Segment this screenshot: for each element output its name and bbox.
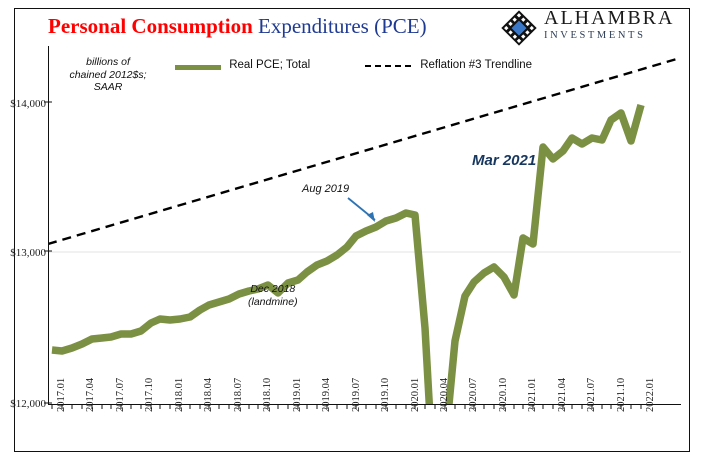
x-tick-label-2020-04: 2020.04 bbox=[438, 377, 450, 412]
legend-label-real-pce: Real PCE; Total bbox=[229, 59, 311, 71]
x-tick-label-2018-07: 2018.07 bbox=[232, 377, 244, 412]
units-note-line1: billions of bbox=[86, 56, 130, 68]
x-tick-label-2018-01: 2018.01 bbox=[173, 377, 185, 412]
reflation-trendline bbox=[48, 56, 681, 246]
x-tick-label-2019-10: 2019.10 bbox=[380, 377, 392, 412]
x-tick-label-2021-10: 2021.10 bbox=[615, 377, 627, 412]
legend-item-trendline: Reflation #3 Trendline bbox=[365, 59, 533, 78]
annotation-dec-2018-line1: Dec 2018 bbox=[250, 283, 296, 295]
x-tick-label-2021-04: 2021.04 bbox=[556, 377, 568, 412]
units-note-line3: SAAR bbox=[93, 81, 123, 93]
page-title: Personal Consumption Expenditures (PCE) bbox=[48, 14, 427, 39]
y-tick-label-13000: $13,000 bbox=[10, 247, 46, 259]
x-tick-label-2020-01: 2020.01 bbox=[409, 377, 421, 412]
legend-swatch-solid bbox=[175, 65, 221, 71]
annotation-arrow-layer bbox=[347, 197, 376, 222]
annotation-aug-2019: Aug 2019 bbox=[302, 183, 350, 195]
x-tick-label-2021-01: 2021.01 bbox=[527, 377, 539, 412]
page-title-part1: Personal Consumption bbox=[48, 14, 253, 38]
x-tick-label-2017-07: 2017.07 bbox=[114, 377, 126, 412]
aug-2019-arrow-head bbox=[367, 212, 375, 222]
annotation-dec-2018: Dec 2018 (landmine) bbox=[248, 283, 298, 308]
legend-swatch-dashed bbox=[365, 64, 411, 67]
y-axis-line bbox=[48, 46, 49, 404]
brand-name: ALHAMBRA bbox=[544, 7, 675, 29]
page-title-part2: Expenditures (PCE) bbox=[258, 14, 427, 38]
brand-tagline: INVESTMENTS bbox=[544, 30, 646, 41]
x-tick-label-2017-01: 2017.01 bbox=[56, 377, 67, 412]
x-tick-label-2018-04: 2018.04 bbox=[203, 377, 215, 412]
chart-outer-border bbox=[14, 8, 690, 452]
real-pce-series bbox=[51, 103, 645, 404]
x-tick-label-2020-07: 2020.07 bbox=[468, 377, 480, 412]
x-tick-label-2019-04: 2019.04 bbox=[321, 377, 333, 412]
x-tick-label-2020-10: 2020.10 bbox=[497, 377, 509, 412]
legend-label-trendline: Reflation #3 Trendline bbox=[420, 59, 533, 71]
x-tick-label-2022-01: 2022.01 bbox=[645, 377, 657, 412]
x-tick-label-2018-10: 2018.10 bbox=[262, 377, 274, 412]
x-tick-label-2017-04: 2017.04 bbox=[85, 377, 97, 412]
x-tick-label-2019-07: 2019.07 bbox=[350, 377, 362, 412]
plot-canvas bbox=[48, 56, 681, 404]
y-tick-label-12000: $12,000 bbox=[10, 398, 46, 410]
x-axis-ticks bbox=[51, 404, 642, 409]
units-note: billions of chained 2012$s; SAAR bbox=[54, 56, 162, 94]
alhambra-diamond-logo-icon bbox=[500, 9, 538, 47]
x-tick-label-2017-10: 2017.10 bbox=[144, 377, 156, 412]
x-tick-label-2021-07: 2021.07 bbox=[586, 377, 598, 412]
x-axis-line bbox=[48, 404, 681, 405]
units-note-line2: chained 2012$s; bbox=[69, 68, 147, 81]
x-tick-label-2019-01: 2019.01 bbox=[291, 377, 303, 412]
annotation-dec-2018-line2: (landmine) bbox=[248, 295, 298, 308]
y-tick-label-14000: $14,000 bbox=[10, 98, 46, 110]
brand-logo-text: ALHAMBRA INVESTMENTS bbox=[544, 8, 674, 41]
brand-logo: ALHAMBRA INVESTMENTS bbox=[500, 8, 686, 47]
legend-item-real-pce: Real PCE; Total bbox=[175, 59, 311, 78]
plot-area bbox=[48, 46, 681, 404]
annotation-mar-2021: Mar 2021 bbox=[472, 152, 537, 169]
y-axis-ticks bbox=[44, 101, 52, 404]
